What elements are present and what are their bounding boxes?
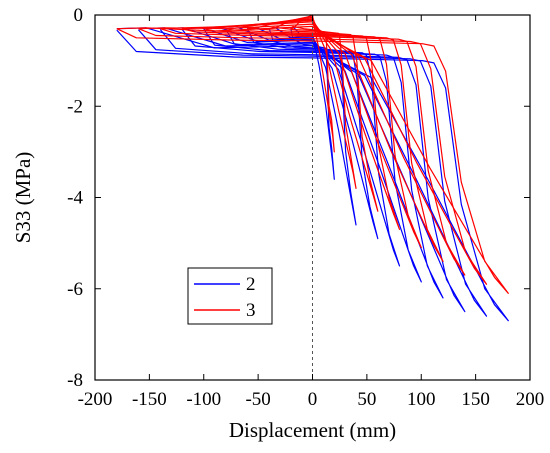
- series-2-cycle-140: [159, 27, 466, 313]
- x-tick-label: 200: [516, 389, 545, 410]
- tick-labels-layer: -200 -150 -100 -50 0 50 100 150 200 0 -2 -4 -6 -8: [67, 5, 544, 410]
- series-3-cycle-60: [247, 16, 379, 212]
- x-tick-label: 50: [357, 389, 376, 410]
- series-3-cycle-140: [160, 21, 466, 276]
- y-tick-label: -8: [67, 370, 83, 391]
- x-tick-label: -100: [186, 389, 221, 410]
- series-3-cycle-160: [138, 23, 488, 285]
- y-axis-title: S33 (MPa): [11, 152, 35, 244]
- series-3-cycle-40: [268, 15, 357, 189]
- legend-label-series-2: 2: [246, 274, 256, 295]
- x-tick-label: 150: [461, 389, 490, 410]
- y-tick-label: -6: [67, 279, 83, 300]
- x-tick-label: -150: [132, 389, 167, 410]
- series-3-cycle-80: [225, 18, 401, 230]
- ticks-layer: [94, 14, 531, 381]
- series-3-cycle-120: [181, 19, 444, 262]
- series-3-cycle-180: [116, 25, 509, 294]
- series-2-cycle-160: [138, 27, 488, 317]
- x-tick-label: -200: [78, 389, 113, 410]
- x-axis-title: Displacement (mm): [229, 418, 396, 442]
- y-tick-label: -2: [67, 96, 83, 117]
- x-tick-label: 0: [308, 389, 318, 410]
- series-2-cycle-180: [116, 27, 509, 322]
- x-tick-label: -50: [245, 389, 270, 410]
- series-2-cycle-100: [203, 27, 422, 283]
- series-3-cycle-100: [203, 19, 422, 249]
- x-tick-label: 100: [407, 389, 436, 410]
- legend: 2 3: [187, 267, 273, 325]
- y-tick-label: -4: [67, 188, 83, 209]
- legend-label-series-3: 3: [246, 300, 256, 321]
- series-layer: [116, 14, 509, 322]
- legend-box: [187, 267, 273, 325]
- y-tick-label: 0: [74, 5, 84, 26]
